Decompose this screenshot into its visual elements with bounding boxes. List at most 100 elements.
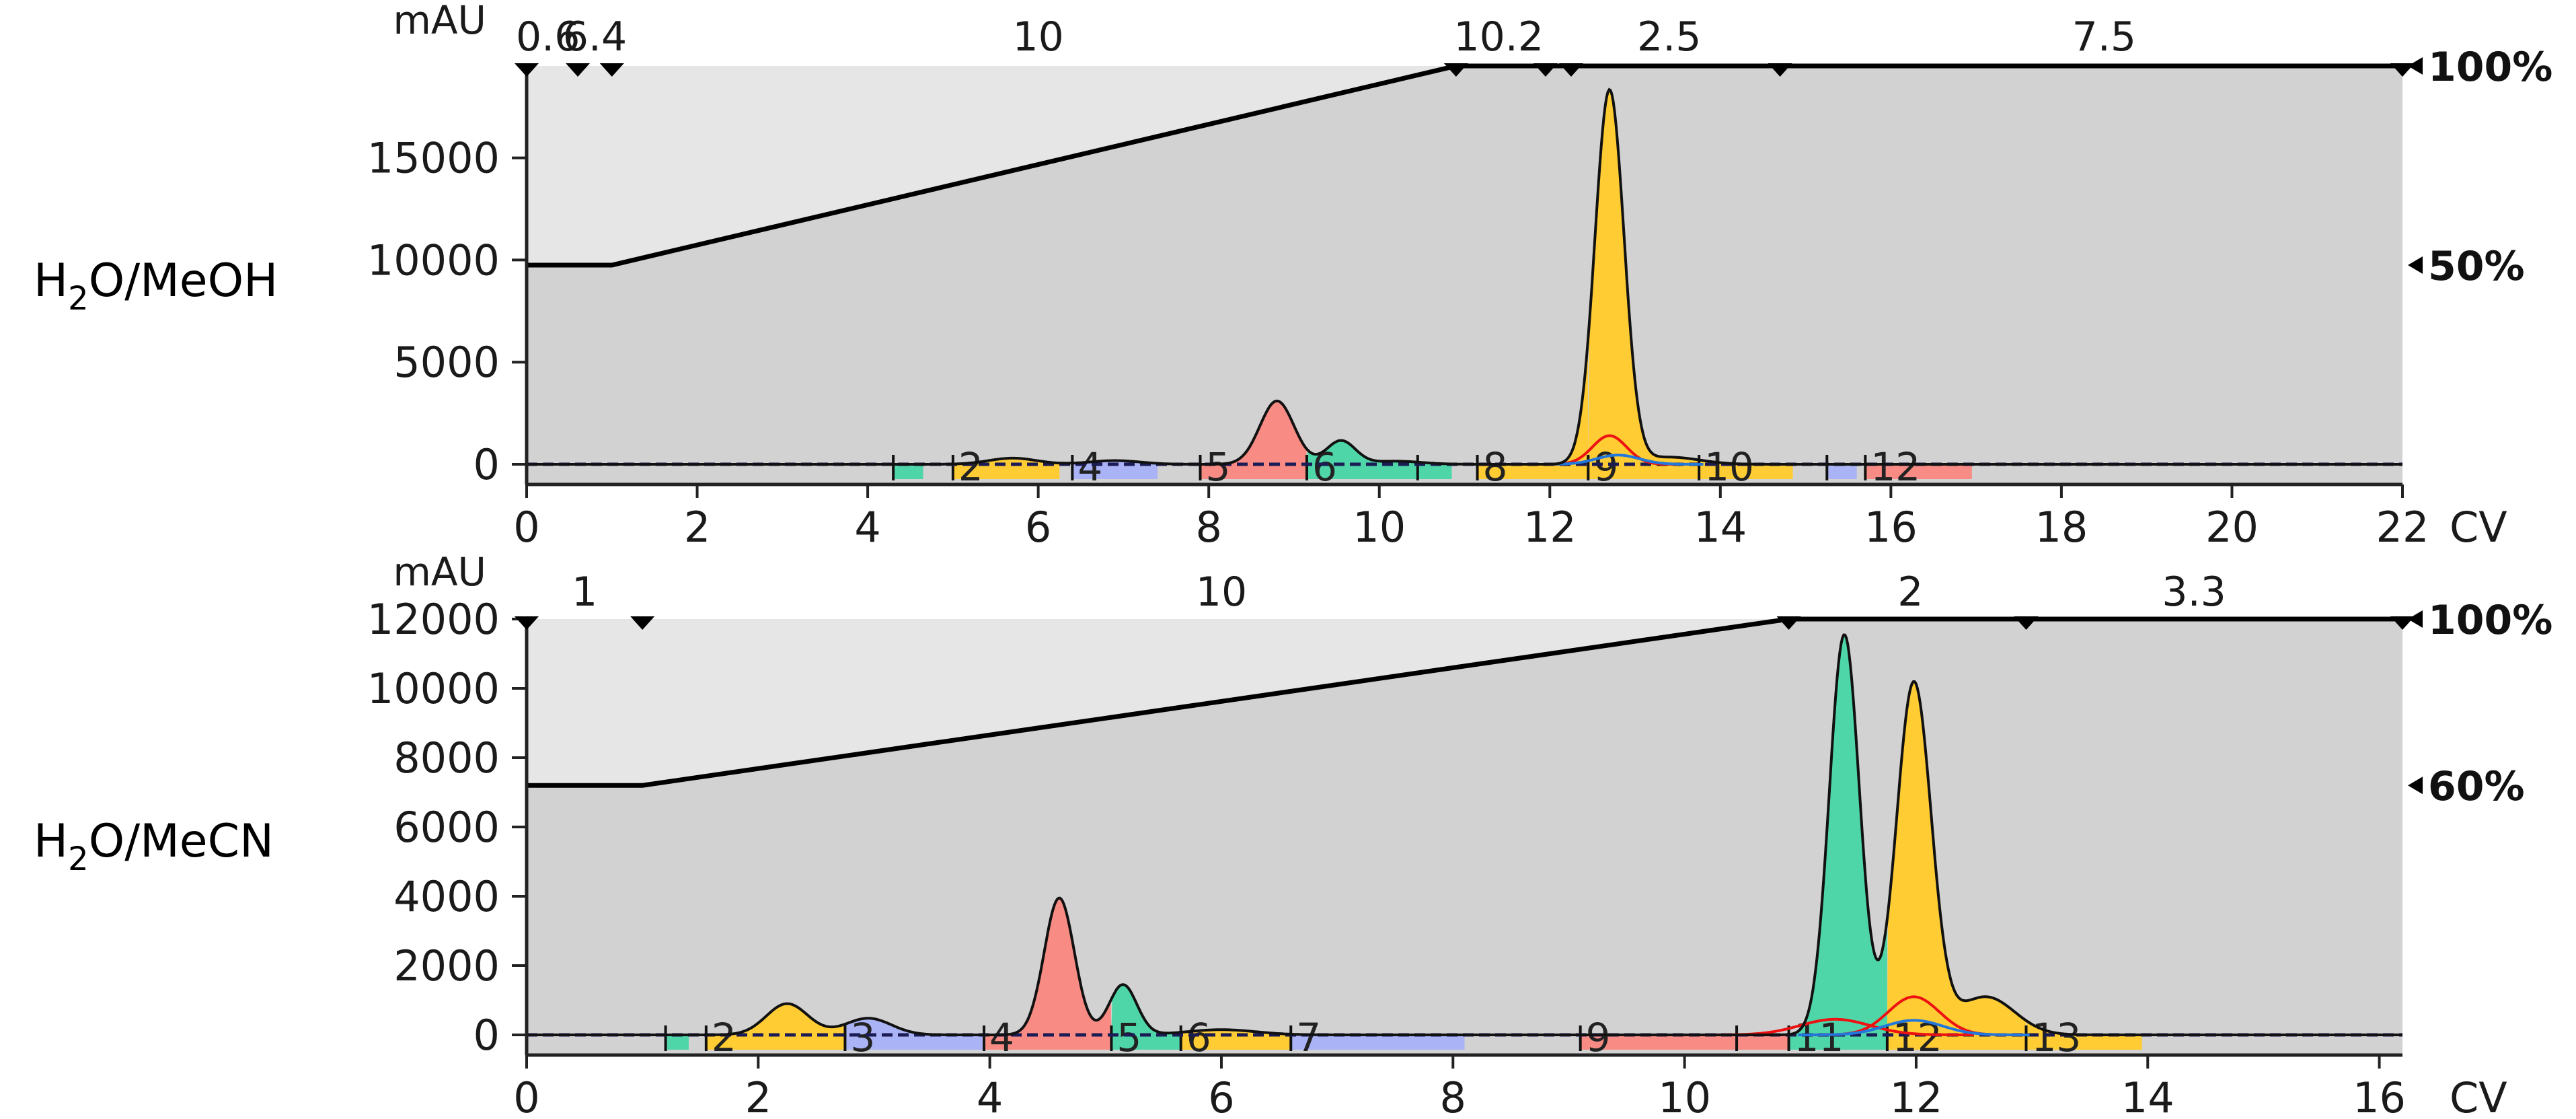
fraction-band-8 [1737, 1035, 1789, 1050]
x-tick-label: 4 [854, 503, 880, 552]
x-tick-label: 2 [684, 503, 710, 552]
fraction-label: 13 [2031, 1015, 2081, 1060]
x-tick-label: 4 [977, 1073, 1003, 1119]
fraction-band-4 [1111, 1035, 1181, 1050]
x-tick-label: 20 [2205, 503, 2259, 552]
fraction-band-9 [1788, 1035, 1887, 1050]
fraction-band-2 [845, 1035, 985, 1050]
x-tick-label: 14 [2121, 1073, 2174, 1119]
fraction-band-0 [893, 464, 923, 479]
top-marker [1443, 63, 1468, 77]
y-tick-label: 8000 [393, 733, 500, 783]
top-marker [2014, 616, 2039, 630]
x-tick-label: 10 [1658, 1073, 1711, 1119]
x-tick-label: 0 [513, 503, 539, 552]
percent-marker [2408, 57, 2423, 75]
gradient-region [527, 619, 2402, 786]
flow-rate-label: 2.5 [1637, 13, 1701, 61]
y-tick-label: 2000 [393, 941, 500, 990]
percent-marker [2408, 610, 2423, 628]
x-tick-label: 12 [1523, 503, 1577, 552]
percent-label: 100% [2428, 597, 2552, 644]
gradient-region [527, 66, 2402, 265]
flow-rate-label: 6.4 [563, 13, 627, 61]
x-tick-label: 16 [2353, 1073, 2406, 1119]
fraction-band-8 [1699, 464, 1793, 479]
fraction-band-1 [706, 1035, 845, 1050]
fraction-band-2 [1072, 464, 1158, 479]
fraction-label: 11 [1794, 1015, 1844, 1060]
x-tick-label: 16 [1864, 503, 1918, 552]
fraction-band-0 [665, 1035, 689, 1050]
gradient-line [527, 63, 2402, 268]
fraction-band-5 [1180, 1035, 1291, 1050]
fraction-band-11 [2026, 1035, 2142, 1050]
top-marker [1768, 63, 1792, 77]
top-marker [566, 63, 591, 77]
percent-label: 60% [2428, 763, 2525, 810]
flow-rate-label: 2 [1897, 569, 1923, 616]
x-tick-label: 6 [1208, 1073, 1234, 1119]
fraction-label: 5 [1206, 444, 1231, 490]
row-label-bottom: H2O/MeCN [34, 815, 274, 878]
fraction-band-7 [1580, 1035, 1737, 1050]
y-tick-label: 0 [473, 440, 500, 489]
fraction-band-10 [1865, 464, 1972, 479]
peak-fill-1 [1887, 681, 2026, 1035]
top-marker [599, 63, 624, 77]
fraction-peak-fill-6 [1477, 342, 1589, 464]
fraction-band-10 [1887, 1035, 2026, 1050]
fraction-label: 6 [1186, 1015, 1211, 1060]
fraction-band-4 [1306, 464, 1418, 479]
fraction-band-6 [1291, 1035, 1465, 1050]
chart-panel-mecn: 2 3 4 5 6 7 9 11 12 13020004000600080001000012000… [367, 549, 2553, 1119]
flow-rate-label: 0.6 [516, 13, 580, 61]
fraction-band-9 [1827, 464, 1857, 479]
x-tick-label: 8 [1195, 503, 1221, 552]
fraction-label: 4 [989, 1015, 1014, 1060]
percent-marker [2408, 777, 2423, 795]
y-tick-label: 12000 [367, 595, 500, 644]
flow-rate-label: 10 [1196, 569, 1247, 616]
x-axis-unit: CV [2450, 503, 2507, 552]
flow-rate-label: 10.2 [1453, 13, 1544, 61]
peak-fill-0 [1788, 635, 1887, 1035]
percent-label: 100% [2428, 44, 2552, 91]
fraction-label: 9 [1593, 444, 1618, 490]
x-tick-label: 10 [1353, 503, 1406, 552]
row-label-top: H2O/MeOH [34, 254, 278, 318]
x-tick-label: 22 [2376, 503, 2429, 552]
fraction-label: 5 [1116, 1015, 1141, 1060]
percent-marker [2408, 256, 2423, 274]
top-marker [630, 616, 655, 630]
fraction-label: 8 [1483, 444, 1508, 490]
fraction-band-1 [952, 464, 1060, 479]
fraction-peak-fill-1 [706, 1003, 845, 1035]
top-marker [515, 616, 539, 630]
fraction-peak-fill-2 [845, 1018, 985, 1035]
y-tick-label: 6000 [393, 803, 500, 852]
y-tick-label: 5000 [393, 338, 500, 387]
y-tick-label: 4000 [393, 872, 500, 921]
fraction-band-7 [1588, 464, 1700, 479]
flow-rate-label: 1 [572, 569, 597, 616]
fraction-label: 7 [1296, 1015, 1321, 1060]
fraction-band-3 [1200, 464, 1307, 479]
x-tick-label: 12 [1889, 1073, 1942, 1119]
fraction-peak-fill-7 [1588, 89, 1700, 465]
flow-rate-label: 7.5 [2072, 13, 2136, 61]
flow-rate-label: 10 [1012, 13, 1063, 61]
gradient-line [527, 616, 2402, 788]
x-tick-label: 14 [1694, 503, 1747, 552]
x-tick-label: 2 [745, 1073, 771, 1119]
fraction-peak-fill-3 [1200, 400, 1307, 464]
y-tick-label: 10000 [367, 236, 500, 285]
fraction-peak-fill-4 [1111, 984, 1181, 1035]
x-tick-label: 8 [1440, 1073, 1466, 1119]
y-axis-unit: mAU [393, 549, 486, 595]
x-tick-label: 0 [513, 1073, 539, 1119]
top-marker [2390, 63, 2415, 77]
fraction-label: 4 [1077, 444, 1102, 490]
